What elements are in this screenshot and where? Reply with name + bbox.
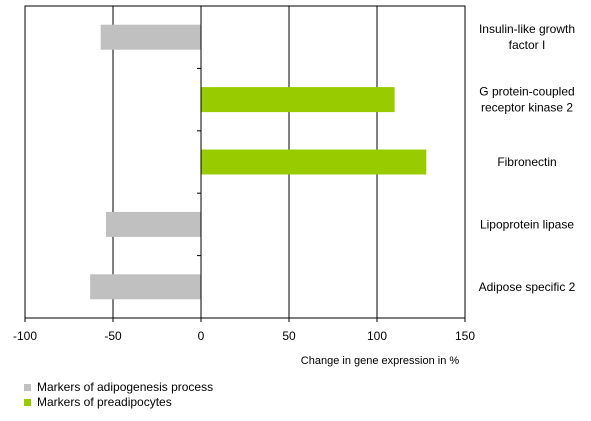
x-tick-label-2: 0 (198, 329, 205, 343)
bar-3 (105, 211, 201, 237)
bar-0 (100, 24, 201, 50)
legend-label-adipogenesis: Markers of adipogenesis process (37, 380, 214, 394)
plot-frame (24, 5, 466, 319)
legend-label-preadipocytes: Markers of preadipocytes (37, 395, 172, 409)
legend-swatch-preadipocytes (24, 399, 31, 406)
x-tick-label-3: 50 (282, 329, 296, 343)
category-label-2: Fibronectin (497, 155, 556, 169)
legend-item-preadipocytes: Markers of preadipocytes (24, 395, 213, 410)
x-tick-label-1: -50 (104, 329, 122, 343)
bar-1 (201, 87, 395, 113)
x-tick-label-5: 150 (455, 329, 475, 343)
category-label-3: Lipoprotein lipase (480, 217, 574, 231)
x-tick-label-0: -100 (13, 329, 37, 343)
category-label-0: Insulin-like growth factor I (479, 22, 575, 52)
legend: Markers of adipogenesis process Markers … (24, 380, 213, 410)
x-axis-label: Change in gene expression in % (301, 355, 460, 367)
bar-4 (90, 274, 201, 300)
category-label-1: G protein-coupled receptor kinase 2 (479, 85, 574, 115)
category-label-4: Adipose specific 2 (479, 280, 576, 294)
legend-item-adipogenesis: Markers of adipogenesis process (24, 380, 213, 395)
legend-swatch-adipogenesis (24, 384, 31, 391)
bar-2 (201, 149, 427, 175)
x-tick-label-4: 100 (367, 329, 387, 343)
